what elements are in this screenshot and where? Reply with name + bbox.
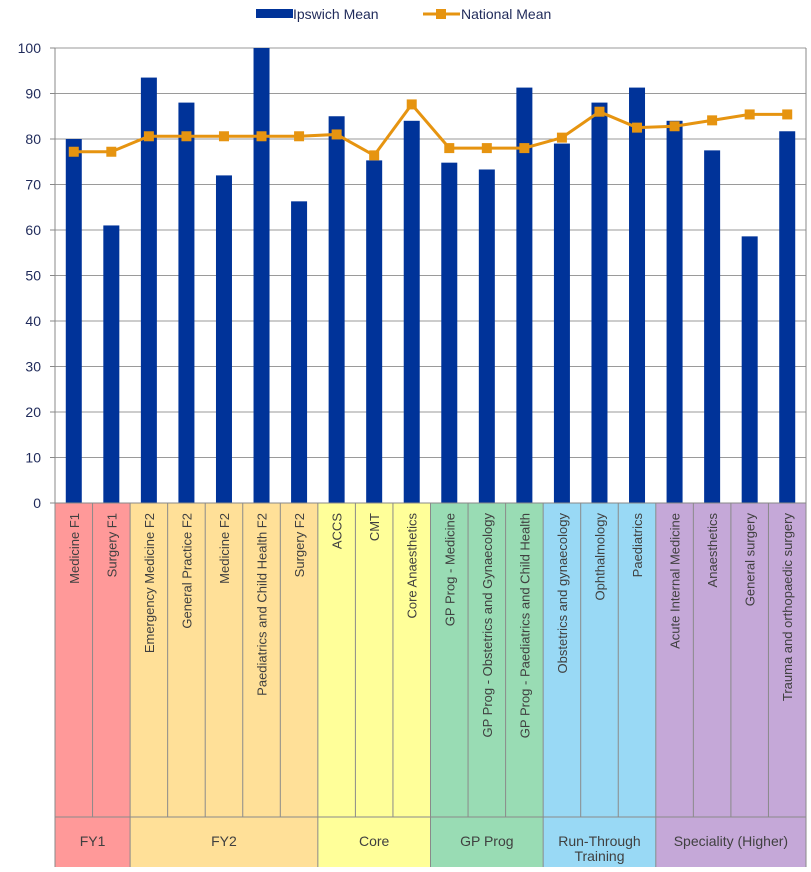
category-label: Core Anaesthetics xyxy=(405,513,420,619)
y-tick-label: 10 xyxy=(25,450,41,466)
legend: Ipswich Mean National Mean xyxy=(256,6,551,22)
grid xyxy=(55,47,806,504)
bar xyxy=(291,201,308,503)
y-tick-label: 70 xyxy=(25,177,41,193)
bar xyxy=(553,143,570,504)
line-marker xyxy=(143,131,154,142)
legend-label: National Mean xyxy=(461,6,551,22)
bar xyxy=(140,77,157,503)
legend-swatch-marker xyxy=(436,9,446,19)
line-marker xyxy=(782,109,793,120)
y-tick-label: 40 xyxy=(25,313,41,329)
category-label: CMT xyxy=(367,513,382,541)
bar xyxy=(403,120,420,504)
bar xyxy=(591,102,608,503)
line-marker xyxy=(294,131,305,142)
category-label: General surgery xyxy=(743,513,758,607)
line-marker xyxy=(218,131,229,142)
category-label: Ophthalmology xyxy=(592,513,607,601)
bar xyxy=(779,131,796,503)
group-label: Speciality (Higher) xyxy=(674,833,788,849)
y-tick-label: 100 xyxy=(18,40,42,56)
line-marker xyxy=(632,122,643,133)
bar xyxy=(215,175,232,503)
line-marker xyxy=(256,131,267,142)
group-label: FY1 xyxy=(80,833,106,849)
group-band xyxy=(317,503,431,867)
category-label: Acute Internal Medicine xyxy=(668,513,683,649)
y-tick-label: 0 xyxy=(33,495,41,511)
line-marker xyxy=(707,115,718,126)
y-tick-label: 90 xyxy=(25,86,41,102)
category-label: Surgery F1 xyxy=(104,513,119,577)
category-label: GP Prog - Medicine xyxy=(442,513,457,626)
line-marker xyxy=(181,131,192,142)
line-marker xyxy=(331,129,342,140)
category-label: ACCS xyxy=(330,513,345,549)
category-label: Medicine F2 xyxy=(217,513,232,584)
line-marker xyxy=(481,143,492,154)
y-tick-label: 20 xyxy=(25,404,41,420)
category-label: GP Prog - Paediatrics and Child Health xyxy=(517,513,532,738)
y-tick-label: 60 xyxy=(25,222,41,238)
y-tick-label: 30 xyxy=(25,359,41,375)
category-label: Paediatrics xyxy=(630,513,645,578)
plot-frame xyxy=(54,48,807,504)
category-label: GP Prog - Obstetrics and Gynaecology xyxy=(480,513,495,738)
category-label: Emergency Medicine F2 xyxy=(142,513,157,653)
y-tick-label: 50 xyxy=(25,268,41,284)
bar xyxy=(516,87,533,504)
line-marker xyxy=(744,109,755,120)
bar xyxy=(328,116,345,503)
bar-series xyxy=(65,48,796,504)
bar xyxy=(65,139,82,503)
line-marker xyxy=(68,146,79,157)
y-axis: 0 10 20 30 40 50 60 70 80 90 100 xyxy=(18,40,55,511)
category-label: Surgery F2 xyxy=(292,513,307,577)
category-bands: FY1 FY2 Core GP Prog Run-Through Training Spec… xyxy=(54,503,807,867)
category-label: General Practice F2 xyxy=(179,513,194,629)
bar xyxy=(103,225,120,503)
category-label: Trauma and orthopaedic surgery xyxy=(780,513,795,702)
group-label: FY2 xyxy=(211,833,237,849)
bar xyxy=(178,102,195,503)
group-label: Core xyxy=(359,833,390,849)
category-label: Paediatrics and Child Health F2 xyxy=(255,513,270,696)
national-mean-line xyxy=(73,102,788,158)
bar xyxy=(666,120,683,504)
bar xyxy=(629,87,646,504)
bar xyxy=(366,160,383,503)
legend-swatch-bar xyxy=(256,9,293,18)
group-label: GP Prog xyxy=(460,833,513,849)
group-label: Run-Through Training xyxy=(558,833,641,864)
line-marker xyxy=(556,132,567,143)
legend-label: Ipswich Mean xyxy=(293,6,379,22)
line-marker xyxy=(669,121,680,132)
category-label: Anaesthetics xyxy=(705,513,720,588)
bar xyxy=(478,169,495,504)
bar xyxy=(441,162,458,503)
line-marker xyxy=(406,99,417,110)
line-marker xyxy=(106,146,117,157)
y-tick-label: 80 xyxy=(25,131,41,147)
line-marker xyxy=(519,143,530,154)
line-marker xyxy=(369,150,380,161)
line-marker xyxy=(594,106,605,117)
line-marker xyxy=(444,143,455,154)
bar xyxy=(741,236,758,503)
line-series xyxy=(68,99,793,161)
bar xyxy=(704,150,721,503)
category-label: Medicine F1 xyxy=(67,513,82,584)
bar xyxy=(253,48,270,503)
group-band xyxy=(130,503,318,867)
group-band xyxy=(430,503,544,867)
category-label: Obstetrics and gynaecology xyxy=(555,513,570,674)
group-band xyxy=(543,503,656,867)
